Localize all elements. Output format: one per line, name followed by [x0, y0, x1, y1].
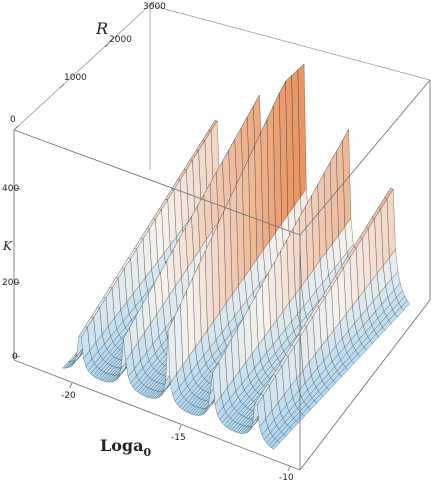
loga-tick-minus15: -15 — [171, 424, 186, 443]
loga-axis-label: Loga0 — [100, 436, 151, 459]
r-tick-label-0: 0 — [10, 115, 16, 125]
r-axis: 0 1000 2000 3000 R — [10, 1, 166, 131]
r-tick-label-2000: 2000 — [109, 35, 132, 45]
r-tick-2000: 2000 — [104, 35, 132, 48]
k-axis-label: K — [2, 239, 13, 253]
r-tick-0: 0 — [10, 115, 19, 131]
r-tick-label-3000: 3000 — [143, 2, 166, 12]
k-tick-400: 400 — [2, 184, 21, 194]
surface-patch — [271, 440, 281, 450]
loga-tick-label-minus20: -20 — [61, 391, 76, 401]
k-tick-200: 200 — [2, 278, 21, 288]
loga-tick-minus20: -20 — [61, 382, 76, 401]
r-axis-label: R — [95, 19, 108, 38]
k-tick-label-400: 400 — [2, 184, 19, 194]
r-tick-label-1000: 1000 — [64, 73, 87, 83]
r-tick-1000: 1000 — [59, 73, 87, 89]
box-back-edges — [13, 4, 431, 170]
loga-axis-label-subscript: 0 — [143, 446, 151, 459]
loga-tick-label-minus10: -10 — [279, 473, 294, 483]
k-axis: 0 200 400 K — [2, 184, 21, 362]
k-tick-label-200: 200 — [2, 278, 19, 288]
loga-axis-label-main: Loga — [100, 436, 143, 455]
r-tick-3000: 3000 — [143, 1, 166, 12]
surface-mesh — [61, 63, 410, 450]
loga-axis: -20 -15 -10 Loga0 — [61, 382, 294, 483]
k-tick-label-0: 0 — [12, 352, 18, 362]
loga-tick-minus10: -10 — [279, 465, 294, 483]
k-tick-0: 0 — [12, 352, 21, 362]
box-front-edges — [13, 79, 431, 471]
loga-tick-label-minus15: -15 — [171, 433, 186, 443]
